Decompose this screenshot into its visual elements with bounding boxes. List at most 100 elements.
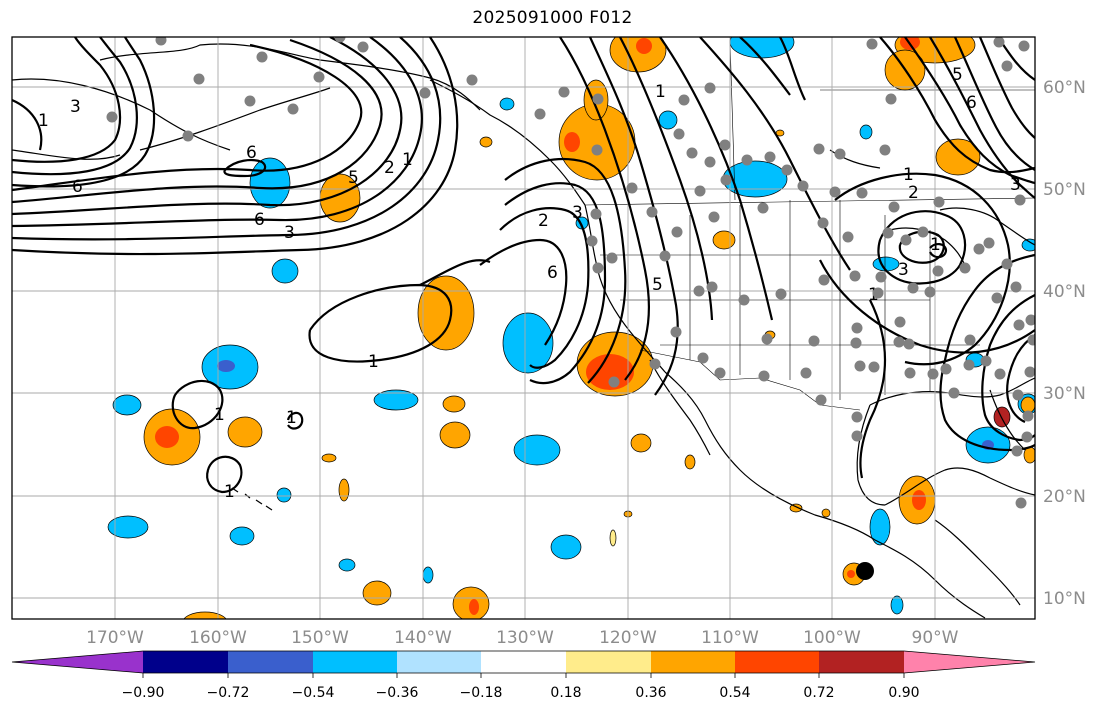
colorbar-segment (735, 651, 819, 673)
station-dot (907, 282, 919, 294)
colorbar-tick-label: −0.90 (122, 685, 165, 701)
map-title: 2025091000 F012 (472, 8, 633, 28)
station-dot (973, 243, 985, 255)
contour-label: 3 (70, 97, 81, 117)
station-dot (155, 37, 167, 46)
station-dot (959, 262, 971, 274)
station-dot (670, 326, 682, 338)
station-dot (885, 93, 897, 105)
station-dot (903, 338, 915, 350)
station-dot (991, 292, 1003, 304)
station-dot (882, 227, 894, 239)
station-dot (813, 143, 825, 155)
station-dot (818, 274, 830, 286)
colorbar: −0.90 −0.72 −0.54 −0.36 −0.18 0.18 0.36 … (11, 650, 1036, 701)
contour-label: 1 (38, 111, 49, 131)
station-dot (851, 322, 863, 334)
station-dot (866, 38, 878, 50)
station-dot (256, 51, 268, 63)
station-dot (879, 144, 891, 156)
station-dot (1001, 60, 1013, 72)
station-dot (904, 367, 916, 379)
station-dot (775, 288, 787, 300)
station-dot (817, 217, 829, 229)
station-dot (708, 211, 720, 223)
contour-label: 5 (348, 168, 359, 188)
station-dot (558, 86, 570, 98)
station-markers (106, 37, 1035, 509)
colorbar-tick-label: 0.54 (719, 685, 750, 701)
station-dot (1015, 497, 1027, 509)
station-dot (592, 262, 604, 274)
station-dot (706, 281, 718, 293)
station-dot (872, 287, 884, 299)
contour-label: 6 (254, 210, 265, 230)
station-dot (851, 411, 863, 423)
station-dot (856, 187, 868, 199)
station-dot (940, 363, 952, 375)
station-dot (757, 202, 769, 214)
station-dot (704, 156, 716, 168)
positive-anomaly-shading (143, 37, 1035, 619)
lat-label: 10°N (1043, 589, 1086, 609)
station-dot (815, 394, 827, 406)
contour-label: 6 (72, 177, 83, 197)
lon-label: 140°W (394, 628, 452, 648)
station-dot (851, 430, 863, 442)
station-dot (900, 234, 912, 246)
station-dot (932, 265, 944, 277)
station-dot (608, 376, 620, 388)
station-dot (1011, 445, 1023, 457)
colorbar-segment (228, 651, 313, 673)
colorbar-segment (566, 651, 651, 673)
station-dot (626, 182, 638, 194)
station-dot (927, 368, 939, 380)
station-dot (586, 235, 598, 247)
station-dot (1018, 40, 1030, 52)
station-dot (781, 164, 793, 176)
lon-label: 150°W (291, 628, 349, 648)
station-dot (829, 186, 841, 198)
station-dot (106, 111, 118, 123)
contour-label: 3 (898, 260, 909, 280)
contour-label: 1 (655, 82, 666, 102)
colorbar-extend-right (904, 651, 1035, 673)
longitude-labels: 170°W 160°W 150°W 140°W 130°W 120°W 110°… (86, 628, 959, 648)
station-dot (1022, 410, 1034, 422)
station-dot (1025, 314, 1035, 326)
contour-label: 6 (246, 143, 257, 163)
station-dot (797, 180, 809, 192)
station-dot (1010, 281, 1022, 293)
station-dot (963, 359, 975, 371)
station-dot (534, 108, 546, 120)
station-dot (1001, 258, 1013, 270)
latitude-labels: 60°N 50°N 40°N 30°N 20°N 10°N (1043, 78, 1086, 609)
station-dot (741, 154, 753, 166)
station-dot (649, 358, 661, 370)
station-dot (590, 208, 602, 220)
station-dot (933, 196, 945, 208)
contour-label: 2 (384, 158, 395, 178)
map-content: 1 3 6 6 3 6 5 2 1 2 6 3 5 1 1 1 1 1 6 5 … (12, 37, 1035, 619)
station-dot (994, 368, 1006, 380)
station-dot (917, 226, 929, 238)
colorbar-tick-label: −0.54 (292, 685, 335, 701)
station-dot (606, 252, 618, 264)
station-dot (948, 387, 960, 399)
station-dot (671, 226, 683, 238)
colorbar-segment (819, 651, 904, 673)
station-dot (808, 335, 820, 347)
lat-label: 20°N (1043, 487, 1086, 507)
station-dot (419, 87, 431, 99)
station-dot (1021, 431, 1033, 443)
station-dot (834, 148, 846, 160)
station-dot (875, 271, 887, 283)
station-dot (842, 231, 854, 243)
contour-label: 3 (284, 223, 295, 243)
contour-label: 2 (908, 183, 919, 203)
colorbar-segment (397, 651, 481, 673)
station-dot (1012, 389, 1024, 401)
station-dot (854, 360, 866, 372)
station-dot (357, 41, 369, 53)
station-dot (193, 73, 205, 85)
